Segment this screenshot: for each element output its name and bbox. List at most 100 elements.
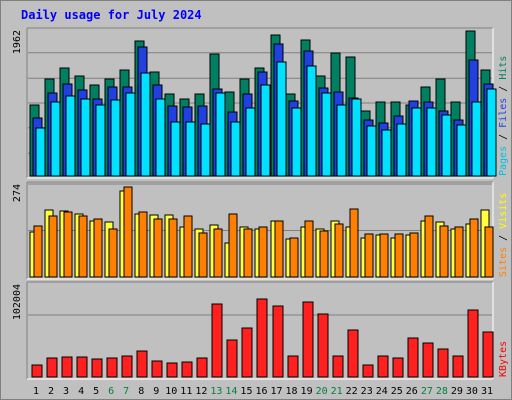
bar-kbytes — [226, 339, 238, 378]
bar-sites — [48, 215, 58, 278]
x-tick-label: 21 — [331, 386, 343, 397]
x-tick-label: 19 — [301, 386, 313, 397]
bar-pages — [245, 107, 256, 177]
x-tick-label: 31 — [481, 386, 493, 397]
x-tick-label: 26 — [406, 386, 418, 397]
bar-kbytes — [91, 358, 103, 378]
bar-pages — [486, 88, 497, 177]
bar-sites — [349, 208, 359, 278]
bar-kbytes — [196, 357, 208, 378]
y-max-label: 1962 — [12, 30, 23, 54]
bar-kbytes — [31, 364, 43, 378]
bar-sites — [108, 228, 118, 278]
legend-separator: / — [498, 229, 509, 247]
bar-sites — [228, 213, 238, 278]
bar-pages — [110, 99, 121, 177]
legend-entry-visits: Visits — [498, 193, 509, 229]
bar-sites — [168, 218, 178, 278]
bar-pages — [125, 92, 136, 177]
bar-sites — [334, 223, 344, 278]
bar-sites — [439, 225, 449, 278]
bar-kbytes — [241, 327, 253, 378]
bar-pages — [276, 61, 287, 177]
bar-kbytes — [437, 348, 449, 378]
legend-entry-hits: Hits — [498, 56, 509, 80]
bar-pages — [200, 123, 211, 177]
bar-sites — [409, 232, 419, 278]
bar-kbytes — [166, 362, 178, 378]
x-tick-label: 17 — [270, 386, 282, 397]
bar-kbytes — [76, 356, 88, 378]
bar-pages — [411, 107, 422, 177]
x-tick-label: 11 — [180, 386, 192, 397]
bar-sites — [78, 215, 88, 278]
side-legend: Pages / Files / Hits — [498, 56, 509, 176]
bar-kbytes — [482, 331, 494, 378]
bar-pages — [396, 123, 407, 177]
bar-pages — [426, 107, 437, 177]
bar-kbytes — [61, 356, 73, 378]
bar-kbytes — [332, 355, 344, 378]
x-tick-label: 18 — [286, 386, 298, 397]
bar-sites — [213, 228, 223, 278]
bar-sites — [469, 218, 479, 278]
bar-sites — [289, 237, 299, 278]
bar-kbytes — [121, 355, 133, 378]
x-tick-label: 24 — [376, 386, 388, 397]
legend-separator: / — [498, 128, 509, 146]
x-tick-label: 27 — [421, 386, 433, 397]
x-tick-label: 9 — [153, 386, 159, 397]
bar-kbytes — [362, 364, 374, 378]
bar-sites — [198, 232, 208, 278]
bar-pages — [95, 104, 106, 177]
bar-sites — [319, 230, 329, 278]
bar-kbytes — [302, 301, 314, 378]
x-tick-label: 23 — [361, 386, 373, 397]
bar-pages — [381, 129, 392, 177]
bar-kbytes — [211, 303, 223, 378]
bar-kbytes — [392, 357, 404, 378]
bar-sites — [454, 226, 464, 278]
x-tick-label: 10 — [165, 386, 177, 397]
bar-pages — [185, 121, 196, 177]
x-tick-label: 30 — [466, 386, 478, 397]
bar-kbytes — [181, 361, 193, 378]
x-tick-label: 15 — [240, 386, 252, 397]
bar-pages — [50, 101, 61, 177]
x-tick-label: 22 — [346, 386, 358, 397]
bar-sites — [243, 228, 253, 278]
bar-pages — [291, 107, 302, 177]
bar-pages — [35, 127, 46, 177]
bar-pages — [155, 98, 166, 177]
x-tick-label: 5 — [93, 386, 99, 397]
bar-kbytes — [256, 298, 268, 378]
bar-sites — [183, 215, 193, 278]
x-tick-label: 3 — [63, 386, 69, 397]
bar-sites — [394, 233, 404, 278]
bar-pages — [140, 72, 151, 177]
legend-separator: / — [498, 80, 509, 98]
bar-pages — [170, 121, 181, 177]
bar-sites — [274, 220, 284, 278]
bar-sites — [484, 226, 494, 278]
bar-kbytes — [347, 329, 359, 378]
x-tick-label: 2 — [48, 386, 54, 397]
bar-kbytes — [407, 337, 419, 378]
bar-sites — [379, 233, 389, 278]
bar-pages — [306, 65, 317, 177]
side-legend: KBytes — [498, 341, 509, 377]
bar-pages — [65, 95, 76, 177]
bar-sites — [364, 233, 374, 278]
x-tick-label: 7 — [123, 386, 129, 397]
bar-kbytes — [272, 305, 284, 378]
bar-sites — [424, 215, 434, 278]
y-max-label: 102004 — [12, 284, 23, 320]
bar-pages — [336, 104, 347, 177]
bar-pages — [456, 124, 467, 177]
bar-kbytes — [136, 350, 148, 378]
legend-entry-files: Files — [498, 98, 509, 128]
side-legend: Sites / Visits — [498, 193, 509, 277]
bar-kbytes — [106, 357, 118, 378]
